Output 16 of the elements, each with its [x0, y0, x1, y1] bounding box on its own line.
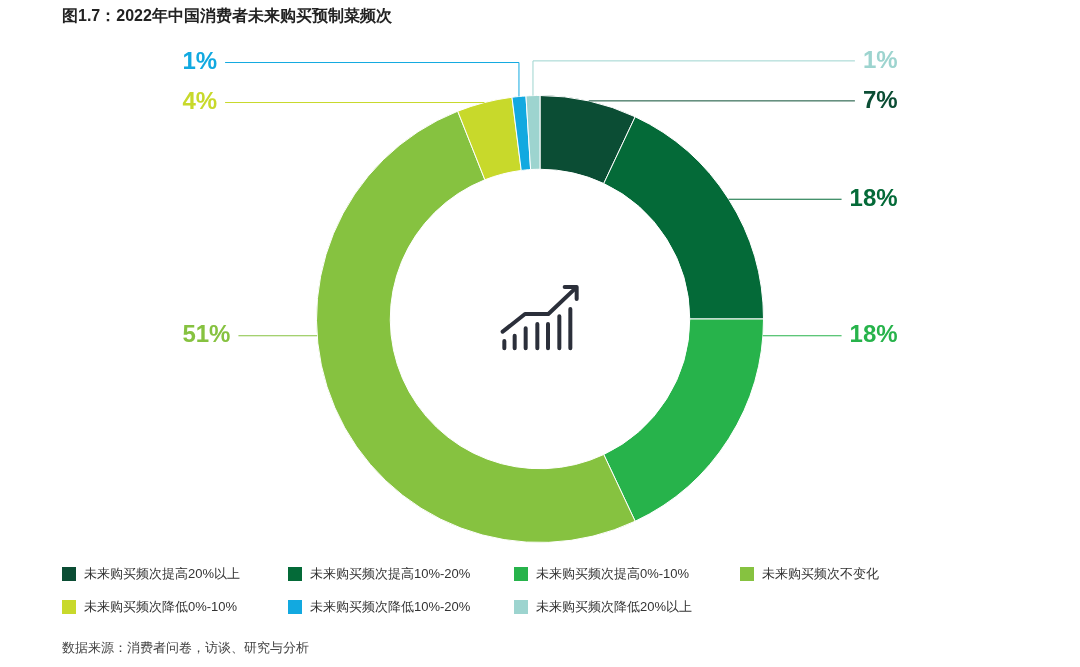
data-label: 1% [862, 45, 898, 73]
data-label: 18% [849, 183, 898, 211]
legend-label: 未来购买频次不变化 [762, 565, 879, 581]
data-label: 1% [182, 47, 218, 75]
legend-label: 未来购买频次降低20%以上 [536, 598, 693, 614]
source-note: 数据来源：消费者问卷，访谈、研究与分析 [62, 639, 309, 655]
data-label: 18% [849, 320, 898, 348]
legend-label: 未来购买频次提高20%以上 [84, 565, 241, 581]
legend-label: 未来购买频次降低0%-10% [84, 598, 238, 614]
legend-label: 未来购买频次提高0%-10% [536, 565, 690, 581]
legend-label: 未来购买频次提高10%-20% [310, 565, 471, 581]
chart-title: 图1.7：2022年中国消费者未来购买预制菜频次 [62, 7, 393, 25]
data-label: 51% [182, 320, 231, 348]
data-label: 4% [182, 87, 218, 115]
data-label: 7% [862, 85, 898, 113]
legend-label: 未来购买频次降低10%-20% [310, 598, 471, 614]
